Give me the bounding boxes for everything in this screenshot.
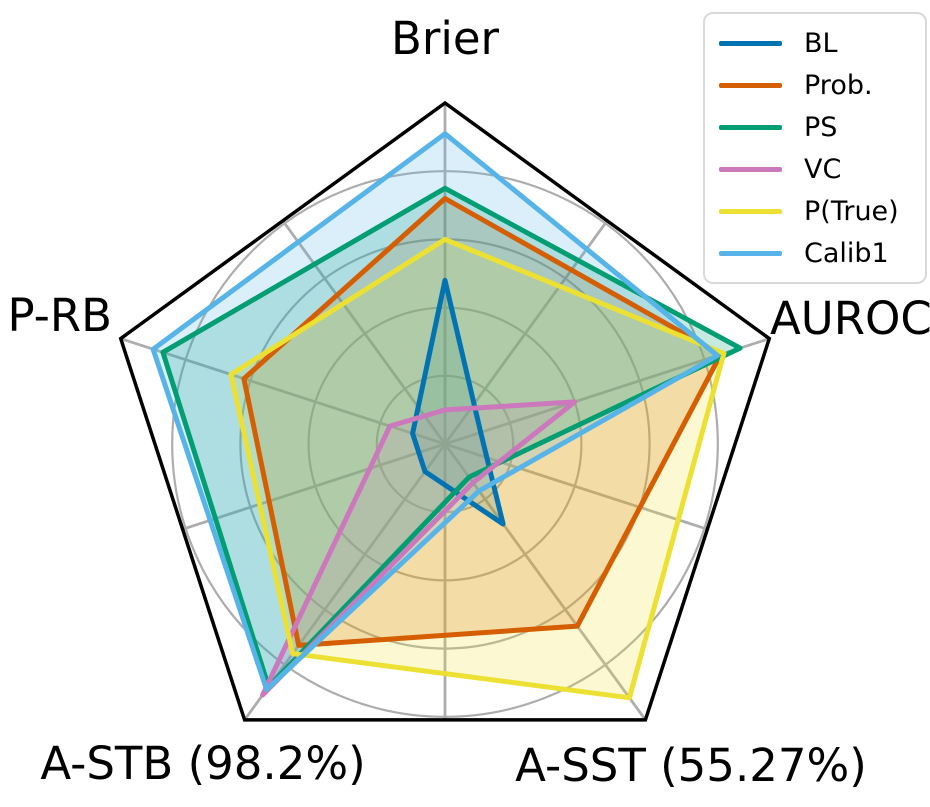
legend-item-ptrue: P(True) <box>719 197 917 225</box>
legend-label-calib1: Calib1 <box>804 237 889 269</box>
legend-label-vc: VC <box>804 153 842 185</box>
legend-swatch-ps <box>719 124 782 130</box>
series-line-P(True) <box>228 236 727 701</box>
series-fill-BL <box>412 280 504 524</box>
series-line-PS <box>160 185 743 690</box>
legend-label-ptrue: P(True) <box>804 195 899 227</box>
series-fill-PS <box>162 188 741 687</box>
legend-item-bl: BL <box>719 29 917 57</box>
legend-item-ps: PS <box>719 113 917 141</box>
axis-label-auroc: AUROC <box>770 292 930 345</box>
axis-label-a-stb: A-STB (98.2%) <box>40 737 366 790</box>
series-line-VC <box>260 399 578 698</box>
legend-swatch-vc <box>719 166 782 172</box>
legend-label-prob: Prob. <box>804 69 873 101</box>
legend-swatch-prob <box>719 82 782 88</box>
legend-swatch-calib1 <box>719 250 782 256</box>
series-line-Prob. <box>241 196 724 648</box>
axis-label-a-sst: A-SST (55.27%) <box>515 739 867 792</box>
series-line-Calib1 <box>150 131 720 692</box>
axis-label-brier: Brier <box>390 12 500 65</box>
legend-item-prob: Prob. <box>719 71 917 99</box>
legend-item-calib1: Calib1 <box>719 239 917 267</box>
legend-swatch-ptrue <box>719 208 782 214</box>
legend-label-ps: PS <box>804 111 838 143</box>
series-fill-VC <box>262 401 575 695</box>
series-fill-Prob. <box>243 198 721 646</box>
legend: BL Prob. PS VC P(True) Calib1 <box>703 12 927 284</box>
axis-label-p-rb: P-RB <box>7 289 112 342</box>
legend-swatch-bl <box>719 40 782 46</box>
pentagon-frame <box>118 100 772 722</box>
legend-label-bl: BL <box>804 27 838 59</box>
legend-item-vc: VC <box>719 155 917 183</box>
